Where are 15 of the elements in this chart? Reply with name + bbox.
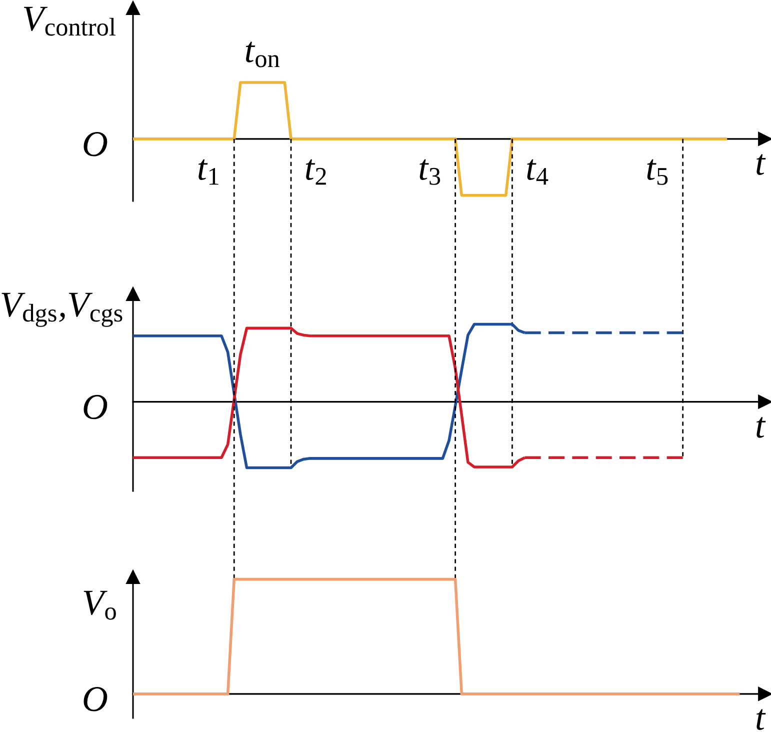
- x-tick-label: t$_{3}$: [420, 159, 440, 185]
- annotation: t$_{on}$: [246, 42, 280, 68]
- x-tick-label: t$_{1}$: [198, 159, 218, 185]
- text: O: [84, 687, 108, 712]
- text: O: [84, 132, 108, 156]
- text: O: [84, 394, 108, 420]
- x-axis-title: t: [756, 417, 766, 438]
- y-axis-title: V$_{o}$: [84, 590, 116, 620]
- y-axis-title: V$_{control}$: [24, 6, 116, 36]
- x-tick-label: t$_{2}$: [306, 159, 326, 185]
- y-axis-title: V$_{dgs}$,V$_{cgs}$: [2, 292, 122, 327]
- x-axis-title: t: [756, 709, 766, 730]
- x-axis-title: t: [756, 154, 766, 175]
- x-tick-label: t$_{4}$: [527, 159, 548, 185]
- x-tick-label: t$_{5}$: [647, 159, 668, 185]
